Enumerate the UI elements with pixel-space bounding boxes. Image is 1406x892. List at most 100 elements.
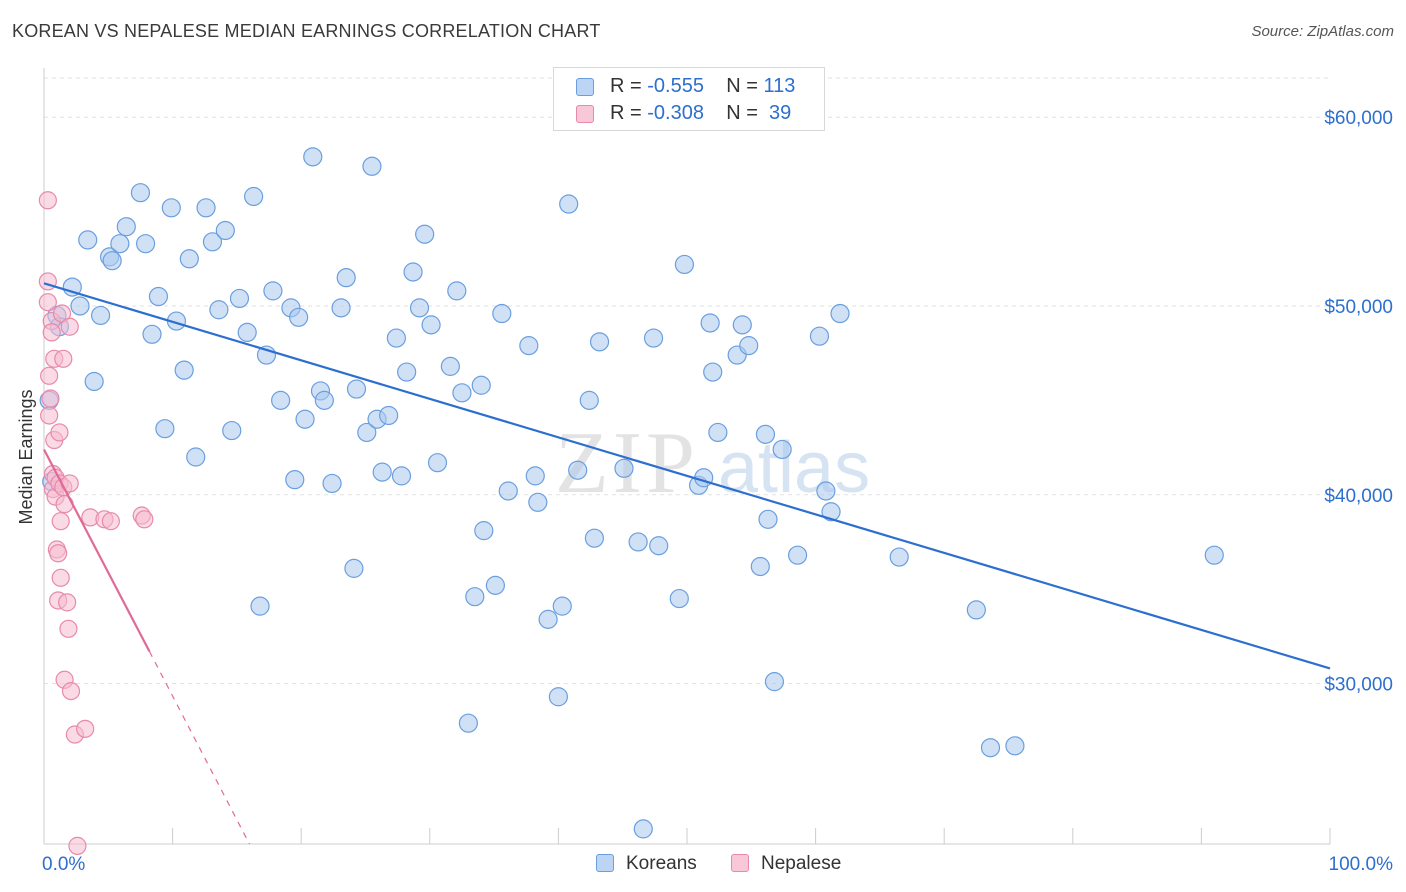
y-tick-label: $60,000: [1324, 108, 1393, 129]
nepalese-point: [40, 366, 59, 385]
korean-point: [889, 547, 909, 567]
korean-point: [130, 183, 151, 203]
korean-point: [415, 224, 435, 244]
korean-point: [403, 262, 423, 282]
nepalese-trend-extension: [148, 651, 250, 845]
korean-point: [458, 713, 478, 733]
nepalese-point: [42, 323, 61, 342]
korean-point: [237, 322, 257, 343]
korean-point: [649, 536, 669, 556]
nepalese-point: [54, 349, 73, 368]
legend-text-korean: R = -0.555 N = 113: [610, 75, 795, 98]
y-axis-label: Median Earnings: [16, 389, 36, 524]
korean-point: [285, 470, 305, 490]
korean-point: [116, 217, 136, 237]
korean-point: [391, 466, 412, 486]
korean-point: [739, 336, 759, 356]
nepalese-point: [40, 406, 59, 425]
x-tick-label-right: 100.0%: [1329, 854, 1394, 875]
korean-point: [474, 521, 494, 541]
nepalese-point: [38, 293, 57, 312]
nepalese-point: [135, 510, 154, 529]
korean-point: [787, 545, 808, 565]
korean-point: [295, 409, 315, 429]
legend-n-value-korean: 113: [763, 75, 796, 97]
korean-point: [186, 447, 206, 467]
korean-point: [271, 390, 291, 410]
korean-point: [148, 286, 169, 307]
korean-point: [379, 405, 399, 426]
nepalese-point: [61, 681, 81, 701]
legend-r-value-nepalese: -0.308: [647, 102, 704, 124]
korean-point: [427, 453, 448, 473]
korean-point: [732, 315, 752, 335]
bottom-legend-swatch-korean: [596, 854, 614, 872]
korean-point: [700, 313, 720, 333]
legend-swatch-nepalese: [576, 105, 594, 123]
korean-point: [421, 315, 441, 335]
korean-point: [336, 268, 356, 288]
korean-point: [830, 303, 850, 324]
nepalese-point: [49, 544, 68, 563]
korean-point: [179, 249, 199, 269]
legend-n-label-korean: N =: [726, 75, 758, 97]
korean-point: [314, 390, 334, 410]
korean-point: [155, 419, 175, 439]
korean-trend-line: [43, 282, 1331, 670]
korean-point: [498, 481, 518, 501]
korean-point: [548, 687, 569, 707]
korean-point: [525, 466, 545, 486]
korean-point: [703, 362, 723, 382]
korean-point: [628, 532, 648, 552]
nepalese-point: [60, 317, 79, 336]
correlation-legend: R = -0.555 N = 113 R = -0.308 N = 39: [553, 67, 825, 131]
chart-title: KOREAN VS NEPALESE MEDIAN EARNINGS CORRE…: [12, 21, 601, 41]
nepalese-point: [38, 191, 57, 210]
y-tick-label: $40,000: [1324, 486, 1393, 507]
korean-point: [674, 254, 695, 275]
korean-point: [755, 424, 776, 444]
korean-point: [346, 379, 367, 399]
korean-point: [62, 277, 82, 297]
korean-point: [250, 596, 270, 616]
x-tick-label-left: 0.0%: [42, 854, 85, 875]
legend-n-value-nepalese: 39: [769, 102, 792, 124]
korean-point: [331, 298, 351, 318]
watermark-atlas: atlas: [718, 428, 870, 508]
korean-point: [589, 332, 610, 352]
korean-point: [1204, 545, 1224, 565]
korean-point: [161, 198, 181, 218]
korean-point: [440, 356, 460, 376]
korean-point: [559, 194, 579, 214]
bottom-legend-swatch-nepalese: [731, 854, 749, 872]
korean-point: [485, 575, 505, 595]
korean-point: [471, 375, 491, 395]
legend-r-label-korean: R =: [610, 75, 642, 97]
korean-point: [78, 230, 98, 250]
korean-point: [202, 232, 223, 252]
nepalese-point: [41, 389, 60, 408]
korean-point: [303, 147, 323, 167]
korean-point: [1005, 736, 1025, 756]
korean-point: [142, 324, 162, 344]
korean-point: [357, 422, 377, 443]
korean-point: [816, 481, 836, 501]
korean-point: [809, 326, 830, 346]
korean-point: [215, 220, 235, 241]
korean-point: [552, 596, 572, 616]
korean-point: [222, 420, 242, 441]
korean-point: [372, 462, 392, 482]
korean-point: [568, 460, 588, 480]
y-tick-label: $50,000: [1324, 297, 1393, 318]
korean-point: [344, 558, 364, 578]
korean-point: [584, 528, 605, 548]
korean-point: [528, 492, 548, 512]
source-label: Source: ZipAtlas.com: [1251, 23, 1394, 40]
korean-point: [579, 390, 599, 410]
nepalese-point: [51, 568, 70, 587]
nepalese-trend-line: [43, 448, 151, 652]
korean-point: [643, 328, 664, 348]
korean-point: [669, 588, 689, 609]
nepalese-point: [68, 836, 87, 855]
